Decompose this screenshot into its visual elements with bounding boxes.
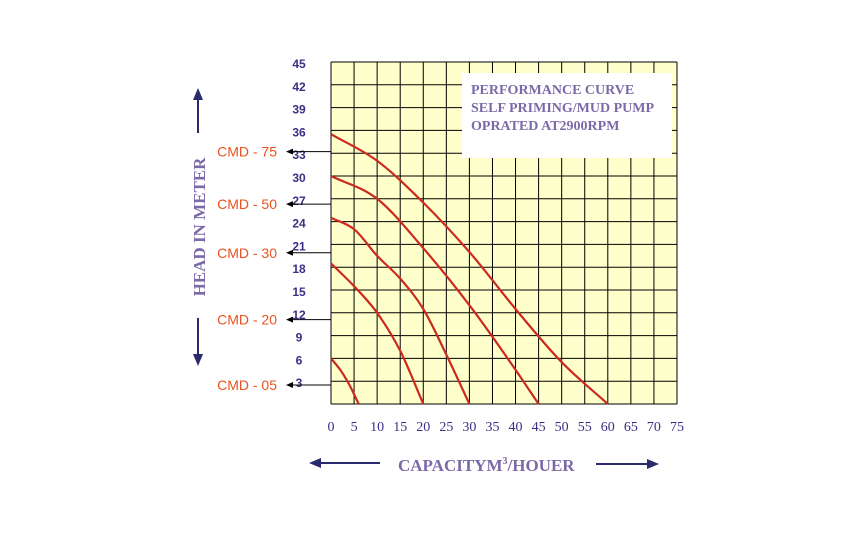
x-axis-label-sup: 3 xyxy=(503,456,508,467)
x-tick-label: 55 xyxy=(578,420,592,435)
model-labels: CMD - 75 CMD - 50 CMD - 30 CMD - 20 CMD - 05 xyxy=(217,144,331,393)
x-tick-label: 25 xyxy=(439,420,453,435)
x-arrow-right-icon xyxy=(596,459,659,469)
y-tick-label: 3 xyxy=(296,376,303,390)
curve-cmd-30 xyxy=(330,216,471,405)
title-line-2: SELF PRIMING/MUD PUMP xyxy=(471,101,654,116)
model-pointer-arrow-icon xyxy=(286,148,293,155)
x-tick-label: 35 xyxy=(485,420,499,435)
y-tick-label: 42 xyxy=(292,80,306,94)
y-tick-label: 33 xyxy=(292,148,306,162)
y-axis-label: HEAD IN METER xyxy=(190,157,209,297)
curve-cmd-05 xyxy=(330,357,360,405)
x-arrow-left-icon xyxy=(309,458,380,468)
y-tick-label: 15 xyxy=(292,285,306,299)
curve-cmd-75 xyxy=(330,133,609,405)
model-label-group: CMD - 30 xyxy=(217,245,331,261)
model-pointer-arrow-icon xyxy=(286,382,293,388)
x-tick-label: 40 xyxy=(509,420,523,435)
title-line-3: OPRATED AT2900RPM xyxy=(471,119,619,134)
model-label: CMD - 20 xyxy=(217,312,277,328)
title-box xyxy=(462,73,672,158)
y-arrow-up-icon xyxy=(193,88,203,133)
x-tick-label: 60 xyxy=(601,420,615,435)
model-label-group: CMD - 05 xyxy=(217,377,331,393)
model-label: CMD - 75 xyxy=(217,144,277,160)
title-line-1: PERFORMANCE CURVE xyxy=(471,83,634,98)
y-tick-label: 27 xyxy=(292,194,306,208)
x-axis-label: CAPACITYM3/HOUER xyxy=(398,456,575,475)
model-label: CMD - 05 xyxy=(217,377,277,393)
y-tick-label: 9 xyxy=(296,331,303,345)
model-label: CMD - 30 xyxy=(217,245,277,261)
model-label-group: CMD - 20 xyxy=(217,312,331,328)
x-tick-label: 15 xyxy=(393,420,407,435)
x-axis-label-tail: /HOUER xyxy=(507,456,576,475)
x-tick-label: 0 xyxy=(328,420,335,435)
model-pointer-arrow-icon xyxy=(286,249,293,256)
y-tick-label: 45 xyxy=(292,57,306,71)
model-label-group: CMD - 75 xyxy=(217,144,331,160)
curves xyxy=(330,133,609,405)
x-tick-label: 30 xyxy=(462,420,476,435)
model-label-group: CMD - 50 xyxy=(217,196,331,212)
x-tick-label: 10 xyxy=(370,420,384,435)
x-tick-label: 20 xyxy=(416,420,430,435)
y-tick-label: 39 xyxy=(292,103,306,117)
model-label: CMD - 50 xyxy=(217,196,277,212)
y-tick-label: 6 xyxy=(296,353,303,367)
curve-cmd-20 xyxy=(330,262,425,405)
model-pointer-arrow-icon xyxy=(286,201,293,208)
x-tick-labels: 0 5 10 15 20 25 30 35 40 45 50 55 60 65 70 75 xyxy=(328,420,685,435)
y-tick-label: 36 xyxy=(292,125,306,139)
x-tick-label: 65 xyxy=(624,420,638,435)
x-tick-label: 75 xyxy=(670,420,684,435)
model-pointer-arrow-icon xyxy=(286,316,293,323)
x-tick-label: 5 xyxy=(351,420,358,435)
y-tick-label: 18 xyxy=(292,262,306,276)
y-tick-label: 21 xyxy=(292,239,306,253)
y-tick-label: 12 xyxy=(292,308,306,322)
y-tick-label: 30 xyxy=(292,171,306,185)
curve-cmd-50 xyxy=(330,175,540,405)
x-tick-label: 45 xyxy=(532,420,546,435)
x-axis-label-main: CAPACITYM xyxy=(398,456,503,475)
y-arrow-down-icon xyxy=(193,318,203,366)
x-tick-label: 70 xyxy=(647,420,661,435)
x-tick-label: 50 xyxy=(555,420,569,435)
y-tick-label: 24 xyxy=(292,217,306,231)
